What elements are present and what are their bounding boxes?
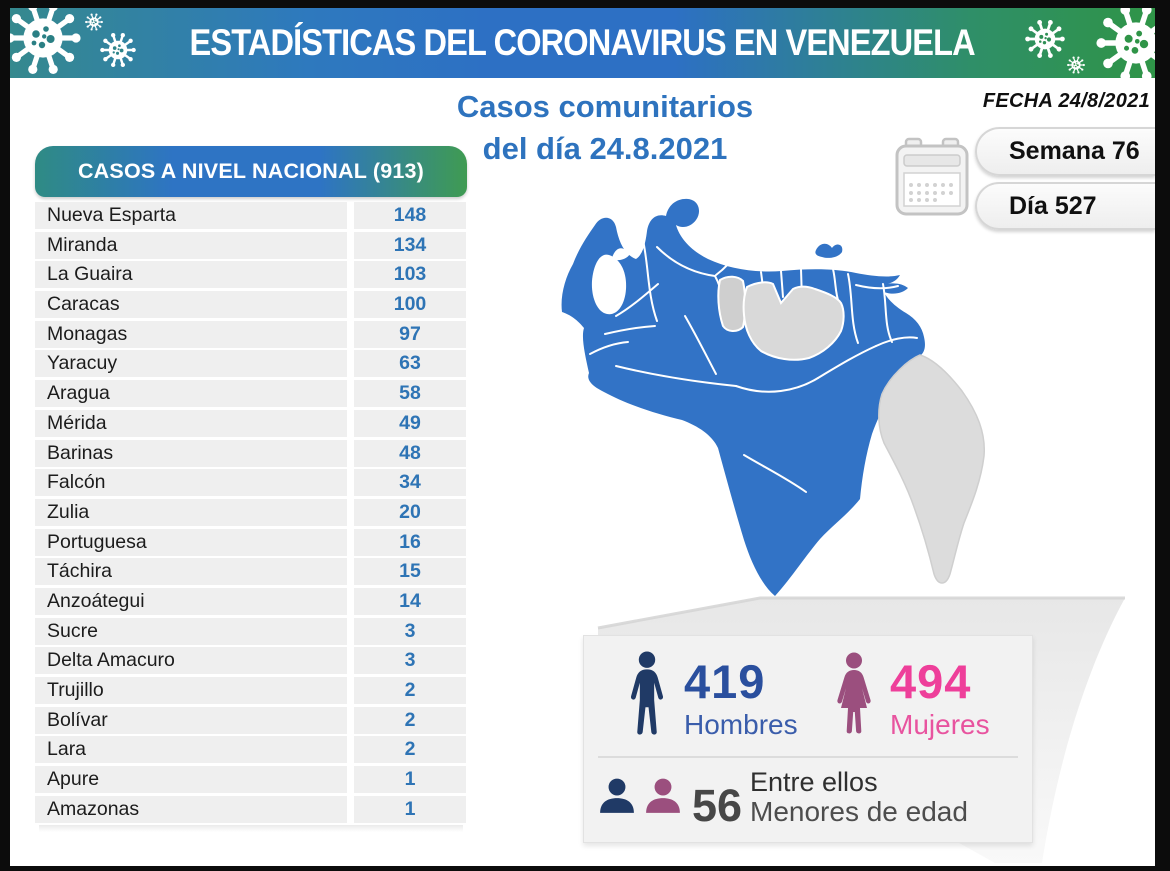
state-cases: 134 (354, 231, 466, 259)
table-row: Bolívar 2 (35, 706, 467, 734)
table-row: Delta Amacuro 3 (35, 647, 467, 675)
state-name: Miranda (35, 231, 347, 259)
state-name: Trujillo (35, 677, 347, 704)
state-cases: 103 (354, 261, 466, 289)
table-row: Nueva Esparta 148 (35, 202, 467, 229)
state-name: Táchira (35, 558, 347, 586)
venezuela-map (561, 198, 986, 596)
table-row: Aragua 58 (35, 380, 467, 408)
table-row: Portuguesa 16 (35, 528, 467, 556)
state-cases: 34 (354, 469, 466, 497)
woman-icon (837, 652, 871, 734)
state-cases: 49 (354, 409, 466, 437)
page-title-line1: Casos comunitarios (456, 89, 754, 124)
state-name: Anzoátegui (35, 587, 347, 615)
state-name: Delta Amacuro (35, 647, 347, 675)
state-name: La Guaira (35, 261, 347, 289)
state-cases: 16 (354, 528, 466, 556)
date-label: FECHA 24/8/2021 (982, 90, 1150, 112)
state-cases: 2 (354, 706, 466, 734)
table-shadow (39, 825, 463, 832)
state-name: Lara (35, 736, 347, 764)
state-cases: 100 (354, 291, 466, 319)
state-name: Portuguesa (35, 528, 347, 556)
state-name: Nueva Esparta (35, 202, 347, 229)
minors-count: 56 (692, 780, 743, 831)
man-icon (630, 651, 664, 735)
page-title-line2: del día 24.8.2021 (482, 131, 728, 166)
state-name: Caracas (35, 291, 347, 319)
map-margarita-island (815, 243, 843, 258)
state-cases: 48 (354, 439, 466, 467)
state-cases: 1 (354, 766, 466, 794)
state-cases: 15 (354, 558, 466, 586)
state-name: Aragua (35, 380, 347, 408)
state-cases: 97 (354, 320, 466, 348)
state-name: Barinas (35, 439, 347, 467)
table-row: Miranda 134 (35, 231, 467, 259)
minors-label-line1: Entre ellos (750, 767, 878, 797)
state-name: Amazonas (35, 795, 347, 823)
table-row: Táchira 15 (35, 558, 467, 586)
demographics-panel: 419 Hombres 494 Mujeres 56 Entre ellos M… (583, 635, 1033, 843)
page-title: Casos comunitarios del día 24.8.2021 (375, 86, 835, 170)
table-row: Caracas 100 (35, 291, 467, 319)
map-lake-maracaibo (591, 254, 627, 315)
day-badge: Día 527 (975, 182, 1155, 230)
table-row: Apure 1 (35, 766, 467, 794)
table-row: Zulia 20 (35, 498, 467, 526)
table-row: Anzoátegui 14 (35, 587, 467, 615)
state-cases: 2 (354, 677, 466, 704)
state-cases: 3 (354, 617, 466, 645)
state-name: Mérida (35, 409, 347, 437)
week-badge: Semana 76 (975, 127, 1155, 176)
boy-icon (600, 778, 634, 813)
table-row: Amazonas 1 (35, 795, 467, 823)
state-cases: 20 (354, 498, 466, 526)
state-name: Yaracuy (35, 350, 347, 378)
table-row: Falcón 34 (35, 469, 467, 497)
state-cases: 58 (354, 380, 466, 408)
calendar-icon (895, 137, 969, 216)
table-row: Trujillo 2 (35, 677, 467, 704)
state-name: Apure (35, 766, 347, 794)
girl-icon (646, 778, 680, 813)
map-inactive-state-small (717, 275, 747, 332)
infographic: ESTADÍSTICAS DEL CORONAVIRUS EN VENEZUEL… (10, 8, 1155, 866)
cases-table-body: Nueva Esparta 148 Miranda 134 La Guaira 103 Ca… (35, 202, 467, 825)
hombres-count: 419 (684, 655, 766, 708)
table-row: Sucre 3 (35, 617, 467, 645)
table-row: Mérida 49 (35, 409, 467, 437)
table-row: Monagas 97 (35, 320, 467, 348)
minors-label-line2: Menores de edad (750, 796, 968, 827)
table-row: Barinas 48 (35, 439, 467, 467)
map-esequibo-region (878, 354, 986, 584)
hombres-label: Hombres (684, 709, 798, 740)
table-row: Yaracuy 63 (35, 350, 467, 378)
state-name: Zulia (35, 498, 347, 526)
state-cases: 63 (354, 350, 466, 378)
mujeres-label: Mujeres (890, 709, 990, 740)
map-inactive-state-large (742, 281, 845, 361)
state-name: Sucre (35, 617, 347, 645)
state-name: Bolívar (35, 706, 347, 734)
state-cases: 14 (354, 587, 466, 615)
banner: ESTADÍSTICAS DEL CORONAVIRUS EN VENEZUEL… (10, 8, 1155, 78)
state-cases: 1 (354, 795, 466, 823)
table-row: La Guaira 103 (35, 261, 467, 289)
table-row: Lara 2 (35, 736, 467, 764)
state-cases: 3 (354, 647, 466, 675)
cases-table-header: CASOS A NIVEL NACIONAL (913) (35, 146, 467, 197)
state-name: Monagas (35, 320, 347, 348)
panel-divider (598, 756, 1018, 758)
state-name: Falcón (35, 469, 347, 497)
mujeres-count: 494 (890, 655, 972, 708)
state-cases: 2 (354, 736, 466, 764)
banner-title: ESTADÍSTICAS DEL CORONAVIRUS EN VENEZUEL… (189, 22, 976, 63)
state-cases: 148 (354, 202, 466, 229)
